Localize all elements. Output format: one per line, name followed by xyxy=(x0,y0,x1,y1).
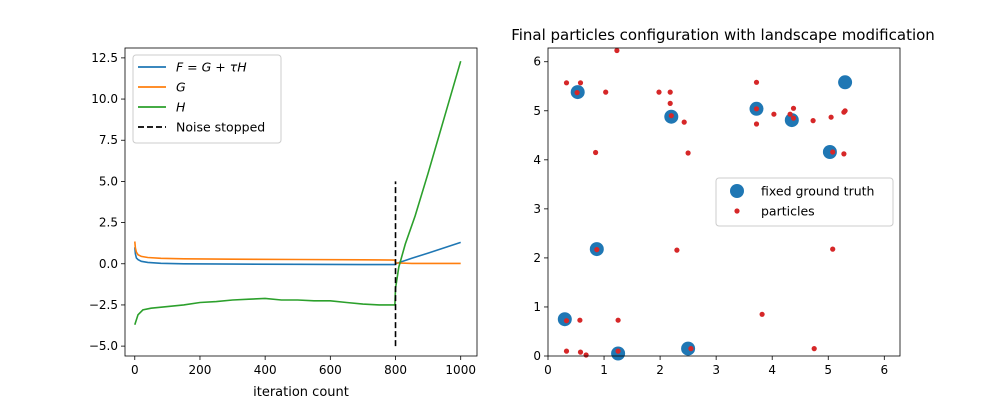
particle-point xyxy=(615,317,621,323)
right-chart-title: Final particles configuration with lands… xyxy=(511,26,935,44)
left-x-tick-label: 800 xyxy=(384,363,407,377)
right-legend-label: fixed ground truth xyxy=(761,184,874,199)
particle-point xyxy=(667,89,673,95)
ground-truth-point xyxy=(838,75,853,90)
particle-point xyxy=(614,47,620,54)
left-y-tick-label: −5.0 xyxy=(89,339,118,353)
particle-point xyxy=(811,346,817,352)
right-y-tick-label: 3 xyxy=(533,202,541,216)
series-line-0 xyxy=(134,241,461,266)
particle-point xyxy=(753,121,760,127)
particle-point xyxy=(787,111,793,117)
right-x-tick-label: 5 xyxy=(824,363,832,377)
left-legend-label: Noise stopped xyxy=(176,120,265,135)
left-x-axis-label: iteration count xyxy=(253,385,349,400)
left-y-ticks: −5.0 −2.5 0.0 2.5 5.0 7.5 10.0 12.5 xyxy=(89,51,125,353)
left-y-tick-label: 2.5 xyxy=(99,216,118,230)
right-y-tick-label: 0 xyxy=(533,349,541,363)
right-legend-frame xyxy=(715,177,894,227)
right-y-tick-label: 2 xyxy=(533,251,541,265)
particle-point xyxy=(830,149,836,155)
right-x-tick-label: 3 xyxy=(712,363,720,377)
ground-truth-point xyxy=(822,145,837,159)
particle-point xyxy=(594,247,600,253)
particle-point xyxy=(667,100,673,106)
particle-point xyxy=(842,108,848,114)
right-x-tick-label: 4 xyxy=(768,363,776,377)
particle-point xyxy=(841,151,847,157)
particle-point xyxy=(753,106,760,112)
left-x-tick-label: 200 xyxy=(189,363,212,377)
left-legend-label: H xyxy=(176,100,186,115)
left-legend-label: F = G + τH xyxy=(176,60,247,75)
particle-point xyxy=(603,89,609,95)
right-legend-swatch-ground-truth xyxy=(730,184,744,198)
particle-point xyxy=(577,349,584,355)
left-x-tick-label: 600 xyxy=(319,363,342,377)
left-x-tick-label: 1000 xyxy=(445,363,476,377)
particle-point xyxy=(790,115,797,121)
right-y-tick-label: 1 xyxy=(533,300,541,314)
left-y-tick-label: 12.5 xyxy=(91,51,118,65)
right-x-tick-label: 6 xyxy=(880,363,888,377)
right-scatter-points xyxy=(557,47,853,361)
particle-point xyxy=(830,246,836,252)
left-x-tick-label: 400 xyxy=(254,363,277,377)
left-series-lines xyxy=(134,60,462,325)
series-line-1 xyxy=(134,241,461,265)
left-line-chart: 0 200 400 600 800 1000 −5.0 −2.5 0.0 2.5 5.0 7.5 10… xyxy=(89,47,478,400)
particle-point xyxy=(685,150,691,156)
left-x-ticks: 0 200 400 600 800 1000 xyxy=(131,356,476,377)
series-line-2 xyxy=(134,60,462,325)
particle-point xyxy=(668,113,674,119)
right-x-tick-label: 0 xyxy=(544,363,552,377)
left-legend-frame xyxy=(132,54,282,144)
left-y-tick-label: 7.5 xyxy=(99,133,118,147)
right-legend: fixed ground truth particles xyxy=(715,177,894,227)
particle-point xyxy=(615,348,621,354)
particle-point xyxy=(583,352,589,358)
left-y-tick-label: 5.0 xyxy=(99,174,118,188)
right-x-tick-label: 2 xyxy=(656,363,664,377)
left-x-tick-label: 0 xyxy=(131,363,139,377)
ground-truth-point xyxy=(681,341,696,356)
particle-point xyxy=(790,105,797,111)
right-y-tick-label: 4 xyxy=(533,153,541,167)
left-legend-label: G xyxy=(176,80,186,95)
particle-point xyxy=(674,247,680,253)
right-x-ticks: 0 1 2 3 4 5 6 xyxy=(544,356,888,377)
particle-point xyxy=(563,348,570,354)
left-plot-frame xyxy=(124,47,478,357)
right-x-tick-label: 1 xyxy=(600,363,608,377)
particle-point xyxy=(771,111,777,117)
right-y-ticks: 0 1 2 3 4 5 6 xyxy=(533,55,548,363)
right-y-tick-label: 5 xyxy=(533,104,541,118)
particle-point xyxy=(828,114,834,120)
particle-point xyxy=(810,118,816,124)
left-y-tick-label: 0.0 xyxy=(99,257,118,271)
right-plot-frame xyxy=(547,47,901,357)
left-y-tick-label: −2.5 xyxy=(89,298,118,312)
particle-point xyxy=(688,346,694,352)
particle-point xyxy=(759,311,765,317)
particle-point xyxy=(656,89,662,95)
right-legend-swatch-particles xyxy=(734,208,740,214)
particle-point xyxy=(577,80,584,86)
particle-point xyxy=(753,79,760,85)
particle-point xyxy=(593,149,599,156)
right-legend-label: particles xyxy=(761,204,815,219)
particle-point xyxy=(563,318,570,324)
particle-point xyxy=(574,90,580,96)
right-scatter-chart: Final particles configuration with lands… xyxy=(511,26,935,377)
right-y-tick-label: 6 xyxy=(533,55,541,69)
left-y-tick-label: 10.0 xyxy=(91,92,118,106)
left-legend: F = G + τH GH Noise stopped xyxy=(132,54,282,144)
particle-point xyxy=(577,317,583,323)
particle-point xyxy=(563,80,570,86)
particle-point xyxy=(681,119,687,125)
